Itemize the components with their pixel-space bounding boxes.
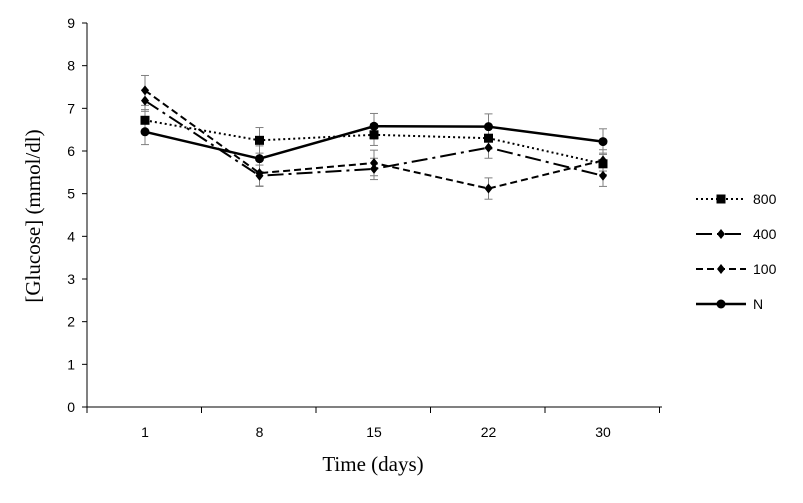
legend: 800 400 100 N (696, 191, 777, 312)
x-tick-label: 1 (141, 424, 149, 440)
data-point-100 (255, 168, 264, 179)
data-point-800 (255, 135, 264, 145)
y-axis-title: [Glucose] (mmol/dl) (21, 129, 45, 302)
y-tick-label: 4 (67, 228, 75, 244)
data-point-800 (484, 133, 493, 143)
data-point-100 (599, 155, 607, 166)
data-point-100 (484, 183, 493, 194)
legend-marker-800 (716, 194, 726, 204)
x-axis-title: Time (days) (322, 452, 423, 476)
legend-entry-100: 100 (696, 261, 777, 277)
legend-label-N: N (753, 296, 763, 312)
data-point-100 (141, 85, 149, 96)
y-tick-label: 2 (67, 314, 75, 330)
legend-entry-N: N (696, 296, 763, 312)
data-point-N (369, 121, 379, 131)
y-tick-label: 6 (67, 143, 75, 159)
x-axis-ticks: 1 8 15 22 30 (86, 407, 660, 440)
axes (86, 23, 662, 408)
series-markers (140, 85, 608, 194)
legend-label-100: 100 (753, 261, 777, 277)
x-tick-label: 30 (595, 424, 611, 440)
data-point-N (598, 137, 608, 147)
data-point-N (140, 127, 150, 137)
y-tick-label: 5 (67, 186, 75, 202)
legend-entry-800: 800 (696, 191, 777, 207)
data-point-800 (369, 130, 379, 140)
y-tick-label: 3 (67, 271, 75, 287)
legend-marker-400 (717, 229, 725, 239)
data-point-100 (370, 157, 378, 168)
x-tick-label: 8 (256, 424, 264, 440)
data-point-N (484, 122, 493, 132)
y-tick-label: 0 (67, 399, 75, 415)
legend-label-800: 800 (753, 191, 777, 207)
y-tick-label: 9 (67, 15, 75, 31)
legend-label-400: 400 (753, 226, 777, 242)
data-point-400 (370, 163, 378, 174)
legend-marker-100 (717, 264, 725, 274)
x-tick-label: 22 (481, 424, 497, 440)
x-tick-label: 15 (366, 424, 382, 440)
data-point-N (255, 154, 264, 164)
data-point-400 (599, 170, 607, 181)
legend-entry-400: 400 (696, 226, 777, 242)
y-tick-label: 8 (67, 58, 75, 74)
legend-marker-N (716, 299, 726, 309)
data-point-400 (484, 142, 493, 153)
y-axis-ticks: 0 1 2 3 4 5 6 7 8 9 (67, 15, 87, 415)
y-tick-label: 7 (67, 100, 75, 116)
data-point-800 (140, 115, 150, 125)
data-point-400 (141, 95, 149, 106)
y-tick-label: 1 (67, 356, 75, 372)
